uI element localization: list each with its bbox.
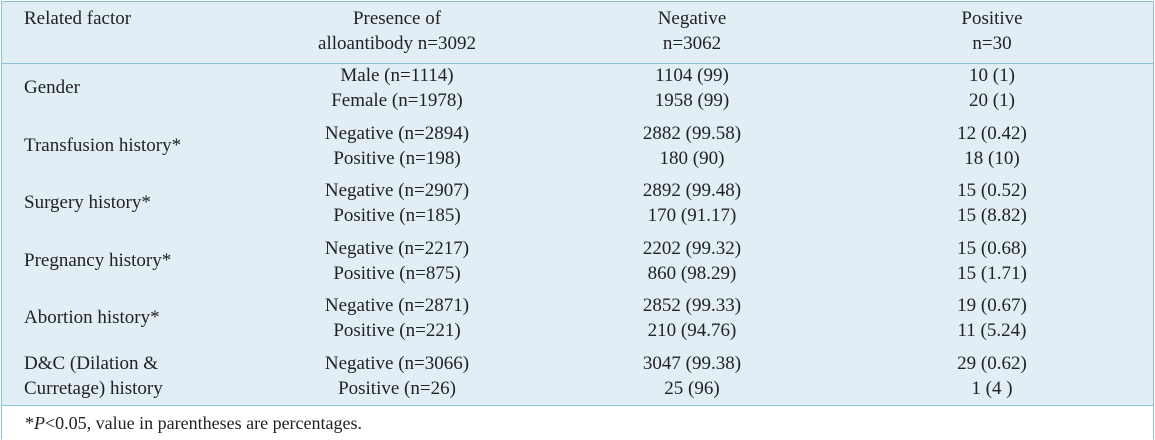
row-subgroup-a-negative: 3047 (99.38) bbox=[642, 353, 742, 374]
header-negative-line2: n=3062 bbox=[662, 33, 722, 54]
row-subgroup-b-negative: 860 (98.29) bbox=[647, 263, 737, 284]
row-subgroup-a-positive: 15 (0.68) bbox=[957, 238, 1027, 259]
row-subgroup-a-label: Negative (n=2871) bbox=[324, 295, 470, 316]
header-negative-line1: Negative bbox=[657, 8, 727, 29]
header-presence-line2: alloantibody n=3092 bbox=[318, 33, 476, 54]
row-factor-label: D&C (Dilation & bbox=[24, 353, 159, 374]
row-factor-label-line2: Curretage) history bbox=[24, 378, 163, 399]
row-subgroup-b-label: Positive (n=26) bbox=[338, 378, 456, 399]
row-subgroup-a-positive: 10 (1) bbox=[969, 65, 1015, 86]
row-subgroup-a-label: Negative (n=3066) bbox=[324, 353, 470, 374]
row-subgroup-b-positive: 15 (1.71) bbox=[957, 263, 1027, 284]
row-subgroup-b-negative: 25 (96) bbox=[664, 378, 720, 399]
row-subgroup-a-label: Male (n=1114) bbox=[340, 65, 454, 86]
row-subgroup-a-negative: 2892 (99.48) bbox=[642, 180, 742, 201]
row-subgroup-a-negative: 2882 (99.58) bbox=[642, 123, 742, 144]
footnote-p-symbol: P bbox=[34, 413, 45, 433]
table-header: Related factor Presence of alloantibody … bbox=[2, 2, 1153, 64]
footnote: *P<0.05, value in parentheses are percen… bbox=[25, 411, 362, 435]
row-subgroup-b-negative: 170 (91.17) bbox=[647, 205, 737, 226]
header-related-factor: Related factor bbox=[24, 8, 132, 29]
header-presence-line1: Presence of bbox=[352, 8, 442, 29]
footnote-text: <0.05, value in parentheses are percenta… bbox=[45, 413, 363, 433]
table-body: Gender Male (n=1114) Female (n=1978) 1104 (… bbox=[2, 64, 1153, 405]
row-subgroup-a-label: Negative (n=2894) bbox=[324, 123, 470, 144]
row-subgroup-b-label: Positive (n=185) bbox=[333, 205, 461, 226]
row-subgroup-b-label: Positive (n=875) bbox=[333, 263, 461, 284]
row-subgroup-b-label: Positive (n=198) bbox=[333, 148, 461, 169]
row-subgroup-a-label: Negative (n=2217) bbox=[324, 238, 470, 259]
row-subgroup-b-positive: 11 (5.24) bbox=[957, 320, 1027, 341]
row-subgroup-b-label: Positive (n=221) bbox=[333, 320, 461, 341]
row-factor-label: Transfusion history* bbox=[24, 135, 182, 156]
row-subgroup-a-negative: 2202 (99.32) bbox=[642, 238, 742, 259]
row-factor-label: Gender bbox=[24, 77, 80, 98]
row-subgroup-a-positive: 12 (0.42) bbox=[957, 123, 1027, 144]
row-subgroup-a-positive: 29 (0.62) bbox=[957, 353, 1027, 374]
header-positive-line2: n=30 bbox=[972, 33, 1012, 54]
row-factor-label: Pregnancy history* bbox=[24, 250, 172, 271]
row-subgroup-a-negative: 2852 (99.33) bbox=[642, 295, 742, 316]
table-footer: *P<0.05, value in parentheses are percen… bbox=[2, 405, 1153, 439]
row-subgroup-a-negative: 1104 (99) bbox=[655, 65, 729, 86]
footnote-prefix: * bbox=[25, 413, 34, 433]
row-subgroup-a-label: Negative (n=2907) bbox=[324, 180, 470, 201]
row-subgroup-b-label: Female (n=1978) bbox=[331, 90, 463, 111]
row-subgroup-b-positive: 18 (10) bbox=[964, 148, 1020, 169]
row-factor-label: Surgery history* bbox=[24, 192, 151, 213]
row-subgroup-b-negative: 180 (90) bbox=[659, 148, 725, 169]
row-subgroup-a-positive: 15 (0.52) bbox=[957, 180, 1027, 201]
row-subgroup-b-positive: 20 (1) bbox=[969, 90, 1015, 111]
row-subgroup-b-positive: 15 (8.82) bbox=[957, 205, 1027, 226]
row-factor-label: Abortion history* bbox=[24, 307, 160, 328]
row-subgroup-b-positive: 1 (4 ) bbox=[971, 378, 1013, 399]
row-subgroup-b-negative: 210 (94.76) bbox=[647, 320, 737, 341]
header-positive-line1: Positive bbox=[961, 8, 1023, 29]
row-subgroup-b-negative: 1958 (99) bbox=[654, 90, 730, 111]
row-subgroup-a-positive: 19 (0.67) bbox=[957, 295, 1027, 316]
